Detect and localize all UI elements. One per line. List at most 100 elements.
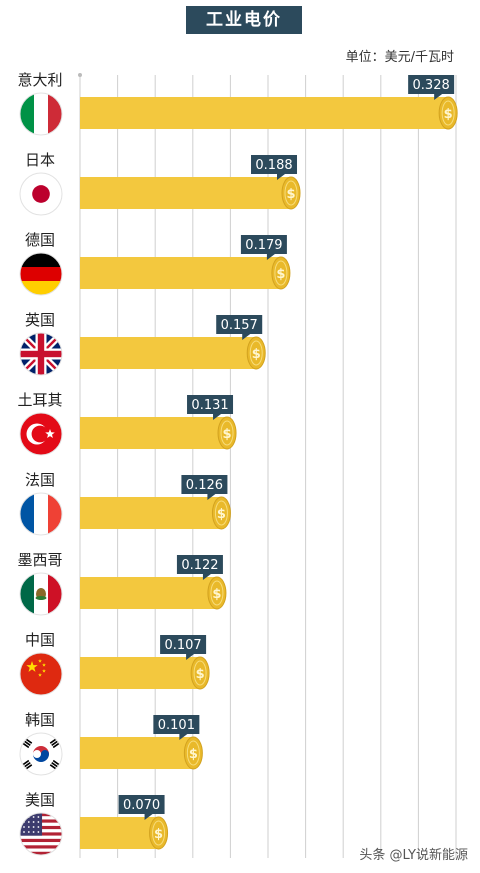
badge-pointer — [266, 254, 275, 260]
value-badge — [187, 395, 234, 414]
bar-row: 法国 $0.126 — [19, 471, 231, 536]
bar-row: 韩国 $0.101 — [19, 711, 203, 776]
bar-row: 德国 $0.179 — [19, 231, 291, 296]
value-label: 0.131 — [191, 398, 228, 413]
bar — [80, 177, 292, 209]
badge-pointer — [242, 334, 251, 340]
coin-inner-ring — [152, 820, 166, 846]
value-badge — [181, 475, 228, 494]
axis-origin-dot — [78, 73, 82, 77]
watermark: 头条 @LY说新能源 — [359, 848, 468, 863]
badge-pointer — [213, 414, 222, 420]
coin-inner-ring — [186, 740, 200, 766]
bar — [80, 417, 228, 449]
value-badge — [251, 155, 298, 174]
value-badge — [153, 715, 200, 734]
bar — [80, 337, 257, 369]
country-label: 日本 — [25, 151, 55, 169]
flag-border — [19, 492, 63, 536]
china-flag-icon — [20, 653, 62, 695]
badge-pointer — [179, 734, 188, 740]
flag-border — [19, 732, 63, 776]
country-label: 墨西哥 — [17, 551, 62, 569]
flag-border — [19, 252, 63, 296]
dollar-icon: $ — [154, 827, 163, 842]
value-badge — [240, 235, 287, 254]
chart-title: 工业电价 — [186, 6, 302, 34]
badge-pointer — [207, 494, 216, 500]
dollar-icon: $ — [252, 347, 261, 362]
bar — [80, 657, 201, 689]
flag-border — [19, 92, 63, 136]
coin-inner-ring — [249, 340, 263, 366]
dollar-icon: $ — [286, 187, 295, 202]
badge-pointer — [434, 94, 443, 100]
badge-pointer — [277, 174, 286, 180]
bar — [80, 577, 217, 609]
coin-inner-ring — [210, 580, 224, 606]
country-label: 英国 — [25, 311, 55, 329]
value-label: 0.070 — [123, 798, 160, 813]
coin-inner-ring — [274, 260, 288, 286]
value-badge — [118, 795, 165, 814]
bar — [80, 257, 281, 289]
coin-inner-ring — [214, 500, 228, 526]
value-badge — [160, 635, 207, 654]
value-label: 0.328 — [413, 78, 450, 93]
value-badge — [216, 315, 263, 334]
badge-pointer — [186, 654, 195, 660]
flag-border — [19, 652, 63, 696]
uk-flag-icon — [20, 333, 62, 375]
coin-inner-ring — [441, 100, 455, 126]
bar-row: 英国 $0.157 — [19, 311, 266, 376]
country-label: 美国 — [25, 791, 55, 809]
badge-pointer — [144, 814, 153, 820]
country-label: 韩国 — [25, 711, 55, 729]
coin-inner-ring — [284, 180, 298, 206]
value-label: 0.179 — [245, 238, 282, 253]
south-korea-flag-icon — [20, 733, 62, 775]
turkey-flag-icon — [20, 413, 62, 455]
value-label: 0.188 — [255, 158, 292, 173]
france-flag-icon — [20, 493, 62, 535]
dollar-icon: $ — [212, 587, 221, 602]
value-label: 0.107 — [164, 638, 201, 653]
bar — [80, 497, 222, 529]
dollar-icon: $ — [189, 747, 198, 762]
bar-row: 中国 $0.107 — [19, 631, 210, 696]
country-label: 土耳其 — [17, 391, 62, 409]
japan-flag-icon — [20, 173, 62, 215]
value-label: 0.122 — [181, 558, 218, 573]
bar-row: 土耳其 $0.131 — [17, 391, 237, 456]
flag-border — [19, 572, 63, 616]
dollar-icon: $ — [217, 507, 226, 522]
dollar-icon: $ — [223, 427, 232, 442]
country-label: 意大利 — [17, 71, 62, 89]
mexico-flag-icon — [20, 573, 62, 615]
country-label: 德国 — [25, 231, 55, 249]
flag-border — [19, 332, 63, 376]
value-badge — [408, 75, 455, 94]
italy-flag-icon — [20, 93, 62, 135]
value-badge — [176, 555, 223, 574]
bar-row: 墨西哥 $0.122 — [17, 551, 227, 616]
bar — [80, 817, 159, 849]
bar-row: 意大利 $0.328 — [17, 71, 458, 136]
bar-row: 日本 $0.188 — [19, 151, 301, 216]
value-label: 0.157 — [221, 318, 258, 333]
bar — [80, 737, 194, 769]
value-label: 0.101 — [158, 718, 195, 733]
bar — [80, 97, 449, 129]
country-label: 法国 — [25, 471, 55, 489]
bar-row: 美国 $0.070 — [19, 791, 169, 856]
dollar-icon: $ — [196, 667, 205, 682]
flag-border — [19, 812, 63, 856]
coin-inner-ring — [220, 420, 234, 446]
flag-border — [19, 172, 63, 216]
unit-label: 单位：美元/千瓦时 — [345, 50, 454, 65]
flag-border — [19, 412, 63, 456]
value-label: 0.126 — [186, 478, 223, 493]
dollar-icon: $ — [276, 267, 285, 282]
country-label: 中国 — [25, 631, 55, 649]
